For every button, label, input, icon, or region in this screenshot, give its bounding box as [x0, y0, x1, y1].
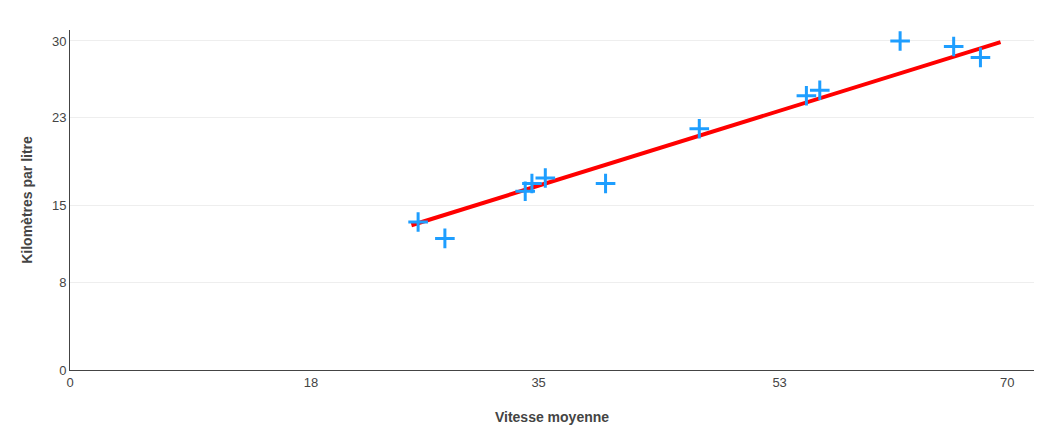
svg-text:23: 23 — [52, 110, 66, 125]
svg-text:30: 30 — [52, 34, 66, 49]
svg-text:35: 35 — [531, 375, 545, 390]
svg-text:0: 0 — [59, 363, 66, 378]
svg-text:53: 53 — [772, 375, 786, 390]
svg-text:18: 18 — [304, 375, 318, 390]
svg-text:8: 8 — [59, 275, 66, 290]
svg-text:Vitesse moyenne: Vitesse moyenne — [495, 409, 609, 425]
svg-text:70: 70 — [1000, 375, 1014, 390]
svg-text:15: 15 — [52, 198, 66, 213]
svg-text:0: 0 — [66, 375, 73, 390]
svg-text:Kilomètres par litre: Kilomètres par litre — [19, 136, 35, 264]
